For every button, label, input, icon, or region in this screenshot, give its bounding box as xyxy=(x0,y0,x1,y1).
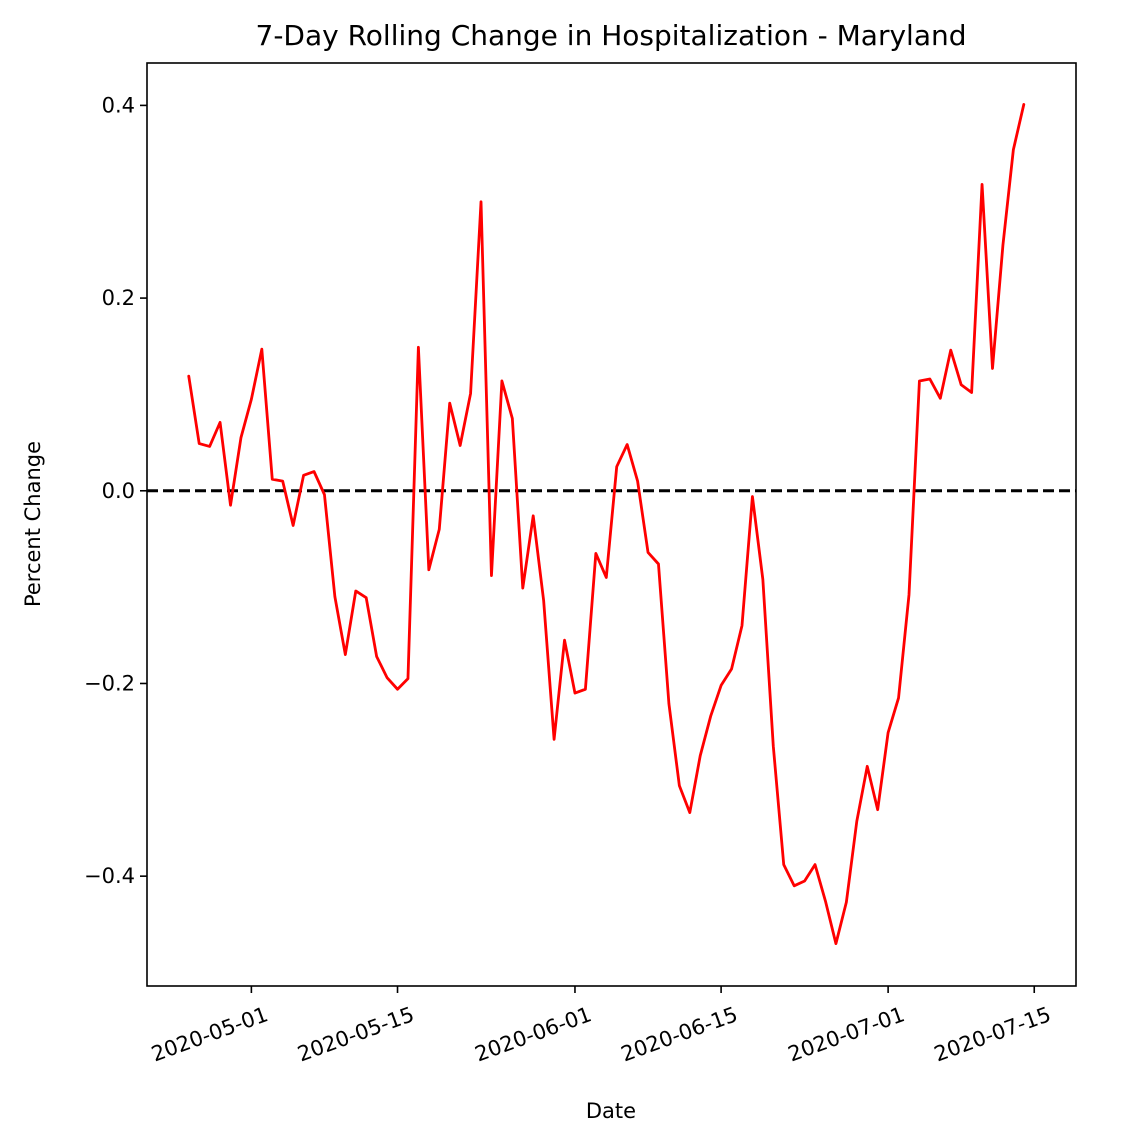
x-axis-label: Date xyxy=(586,1099,636,1123)
plot-frame xyxy=(146,62,1077,987)
y-tick-label: −0.2 xyxy=(84,671,135,695)
chart-title: 7-Day Rolling Change in Hospitalization … xyxy=(256,19,967,52)
y-tick-label: 0.0 xyxy=(102,479,135,503)
series-line-0 xyxy=(187,103,1026,946)
plot-area xyxy=(147,103,1076,946)
y-tick-label: 0.2 xyxy=(102,286,135,310)
y-tick-label: −0.4 xyxy=(84,864,135,888)
y-axis: −0.4 −0.2 0.0 0.2 0.4 xyxy=(84,93,147,888)
y-axis-label: Percent Change xyxy=(21,441,45,607)
y-tick-label: 0.4 xyxy=(102,93,135,117)
